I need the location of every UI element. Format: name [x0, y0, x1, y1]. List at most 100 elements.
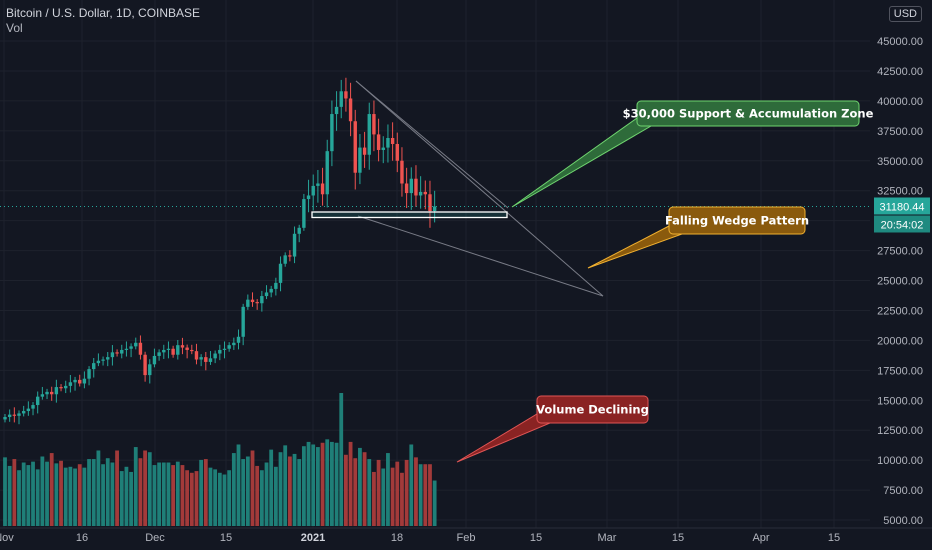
candle-body [414, 178, 418, 196]
volume-bar [143, 450, 147, 526]
candle-body [297, 227, 301, 234]
candle-body [50, 391, 54, 395]
last-price-tag [874, 197, 930, 215]
volume-bar [7, 465, 12, 526]
candle-body [316, 183, 320, 186]
volume-bar [241, 459, 246, 526]
candle-body [367, 114, 371, 155]
volume-bar [82, 467, 87, 526]
candle-body [246, 299, 250, 307]
volume-bar [35, 469, 40, 526]
volume-bar [49, 453, 54, 526]
volume-bar [259, 470, 264, 526]
volume-bar [96, 450, 101, 526]
wedge-upper-line [355, 80, 509, 209]
volume-bar [68, 466, 73, 526]
candle-body [409, 178, 413, 194]
candle-body [227, 345, 231, 349]
candle-body [134, 342, 138, 347]
candle-body [208, 358, 213, 362]
last-price-label: 31180.44 [879, 201, 924, 213]
candle-body [274, 282, 278, 289]
candle-body [236, 336, 241, 343]
volume-bar [330, 441, 334, 526]
y-tick-label: 15000.00 [877, 395, 923, 407]
volume-bar [40, 456, 45, 526]
y-tick-label: 5000.00 [883, 515, 923, 527]
support-zone-callout: $30,000 Support & Accumulation Zone [511, 100, 874, 208]
volume-bar [348, 441, 353, 526]
volume-bar [199, 459, 204, 526]
volume-bar [147, 452, 152, 526]
candle-body [330, 114, 334, 152]
y-tick-label: 7500.00 [883, 485, 923, 497]
volume-bar [334, 442, 339, 526]
x-tick-label: 16 [76, 532, 88, 544]
candle-body [213, 353, 217, 359]
volume-bar [264, 462, 269, 526]
volume-bar [325, 439, 330, 526]
volume-bar [320, 442, 325, 526]
volume-bar [297, 459, 302, 526]
volume-bar [315, 447, 320, 526]
volume-bar [12, 459, 17, 526]
volume-bar [269, 449, 274, 526]
x-tick-label: Mar [598, 532, 617, 544]
candle-body [353, 121, 357, 173]
x-tick-label: 15 [220, 532, 232, 544]
candle-body [348, 98, 353, 122]
volume-bar [400, 472, 404, 526]
callout-pointer [511, 117, 653, 208]
price-axis[interactable]: 5000.00 7500.00 10000.00 12500.00 15000.00 17… [877, 36, 923, 527]
candle-body [302, 199, 306, 228]
volume-bar [245, 456, 250, 526]
candle-body [101, 359, 105, 361]
x-tick-label: 18 [391, 532, 403, 544]
wedge-upper-extension [355, 80, 604, 297]
volume-bar [395, 461, 400, 526]
volume-bar [367, 459, 372, 526]
candle-body [264, 292, 269, 297]
callout-pointer [587, 225, 684, 269]
volume-bar [311, 444, 316, 526]
volume-bar [54, 463, 59, 526]
candle-body [180, 345, 185, 348]
candle-body [255, 302, 259, 304]
candle-body [320, 183, 325, 195]
candle-body [423, 191, 427, 195]
y-tick-label: 45000.00 [877, 36, 923, 48]
candle-body [21, 411, 26, 414]
y-tick-label: 20000.00 [877, 335, 923, 347]
volume-indicator-label[interactable]: Vol [6, 21, 23, 35]
volume-bar [166, 462, 171, 526]
volume-bar [255, 465, 260, 526]
volume-declining-callout: Volume Declining [456, 395, 649, 463]
currency-badge[interactable]: USD [888, 6, 922, 22]
candle-body [166, 348, 171, 350]
candle-body [199, 357, 203, 360]
time-axis[interactable]: Nov 16 Dec 15 2021 18 Feb 15 Mar 15 Apr 15 [0, 532, 840, 544]
callout-box [668, 206, 806, 235]
wedge-lower-line [357, 215, 604, 297]
candle-body [82, 378, 87, 384]
candle-body [311, 185, 315, 196]
volume-bar [133, 447, 138, 526]
candle-body [372, 114, 376, 135]
candle-body [250, 299, 255, 303]
candle-body [190, 349, 194, 352]
volume-bar [273, 466, 278, 526]
candle-body [73, 379, 77, 383]
volume-bar [161, 462, 166, 526]
volume-bar [59, 460, 63, 526]
candle-body [339, 91, 343, 107]
candle-body [59, 387, 63, 389]
volume-bar [21, 462, 26, 526]
volume-bar [189, 472, 194, 526]
symbol-title[interactable]: Bitcoin / U.S. Dollar, 1D, COINBASE [6, 6, 201, 20]
volume-bar [63, 467, 68, 526]
volume-bar [26, 465, 31, 526]
x-tick-label: Nov [0, 532, 14, 544]
candle-body [325, 151, 329, 195]
chart-legend: Bitcoin / U.S. Dollar, 1D, COINBASE Vol [6, 6, 200, 36]
